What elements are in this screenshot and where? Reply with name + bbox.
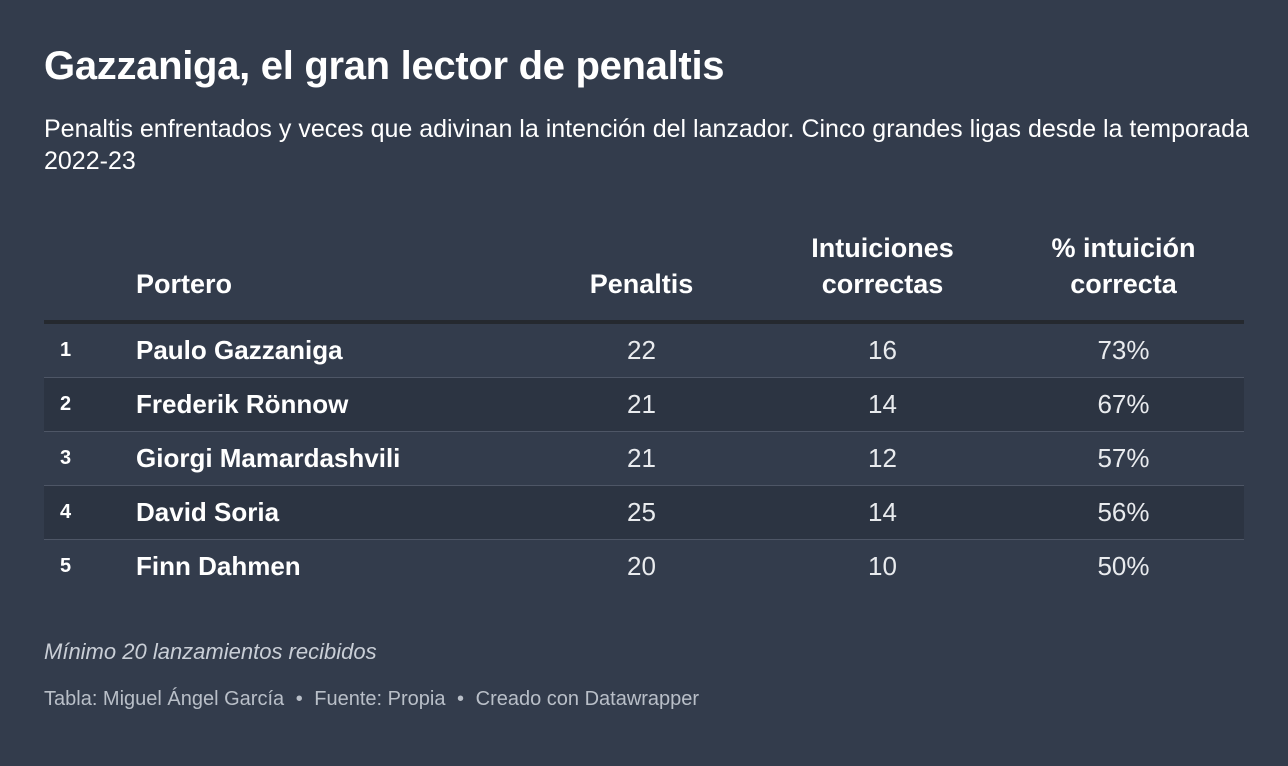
row-rank: 4 <box>44 485 136 540</box>
chart-note: Mínimo 20 lanzamientos recibidos <box>44 639 377 664</box>
table-row: 5 Finn Dahmen 20 10 50% <box>44 539 1244 594</box>
row-portero: Paulo Gazzaniga <box>136 322 521 378</box>
row-rank: 5 <box>60 555 72 578</box>
header-intuiciones-line1: Intuiciones <box>811 233 954 263</box>
row-intuiciones: 10 <box>868 551 897 582</box>
header-rank <box>44 230 136 324</box>
row-portero: David Soria <box>136 485 521 540</box>
footer-separator: • <box>295 688 303 710</box>
row-portero: Finn Dahmen <box>136 551 301 582</box>
table-row: 4 David Soria 25 14 56% <box>44 485 1244 540</box>
row-intuiciones: 16 <box>762 322 1003 378</box>
table-row: 3 Giorgi Mamardashvili 21 12 57% <box>44 431 1244 486</box>
row-penaltis: 20 <box>627 551 656 582</box>
row-porcentaje: 57% <box>1003 431 1244 486</box>
row-intuiciones: 12 <box>762 431 1003 486</box>
row-porcentaje: 73% <box>1003 322 1244 378</box>
header-porcentaje-line2: correcta <box>1070 269 1177 299</box>
header-portero[interactable]: Portero <box>136 230 521 324</box>
row-penaltis: 21 <box>521 377 762 432</box>
row-porcentaje: 67% <box>1003 377 1244 432</box>
chart-subtitle: Penaltis enfrentados y veces que adivina… <box>44 115 1249 175</box>
row-rank: 1 <box>44 322 136 378</box>
footer-tool[interactable]: Creado con Datawrapper <box>475 688 700 710</box>
footer-author: Tabla: Miguel Ángel García <box>44 688 285 710</box>
header-intuiciones-line2: correctas <box>821 269 944 299</box>
row-intuiciones: 14 <box>762 485 1003 540</box>
table-header: Portero Penaltis Intuiciones correctas %… <box>44 230 1244 324</box>
chart-title: Gazzaniga, el gran lector de penaltis <box>44 44 725 88</box>
table-body: 1 Paulo Gazzaniga 22 16 73% 2 Frederik R… <box>44 322 1244 594</box>
footer-separator: • <box>457 688 465 710</box>
table-row: 2 Frederik Rönnow 21 14 67% <box>44 377 1244 432</box>
chart-footer: Tabla: Miguel Ángel García • Fuente: Pro… <box>44 686 699 712</box>
row-porcentaje: 56% <box>1003 485 1244 540</box>
data-table: Portero Penaltis Intuiciones correctas %… <box>44 230 1244 594</box>
row-rank: 3 <box>44 431 136 486</box>
header-penaltis[interactable]: Penaltis <box>521 230 762 324</box>
header-intuiciones-correctas[interactable]: Intuiciones correctas <box>762 230 1003 324</box>
header-porcentaje-line1: % intuición <box>1051 233 1196 263</box>
row-portero: Giorgi Mamardashvili <box>136 431 521 486</box>
row-rank: 2 <box>44 377 136 432</box>
header-row: Portero Penaltis Intuiciones correctas %… <box>44 230 1244 324</box>
row-porcentaje: 50% <box>1097 551 1150 582</box>
row-portero: Frederik Rönnow <box>136 377 521 432</box>
header-porcentaje-intuicion[interactable]: % intuición correcta <box>1003 230 1244 324</box>
footer-source: Fuente: Propia <box>314 688 446 710</box>
row-penaltis: 25 <box>521 485 762 540</box>
row-penaltis: 21 <box>521 431 762 486</box>
table-row: 1 Paulo Gazzaniga 22 16 73% <box>44 322 1244 378</box>
row-penaltis: 22 <box>521 322 762 378</box>
row-intuiciones: 14 <box>762 377 1003 432</box>
